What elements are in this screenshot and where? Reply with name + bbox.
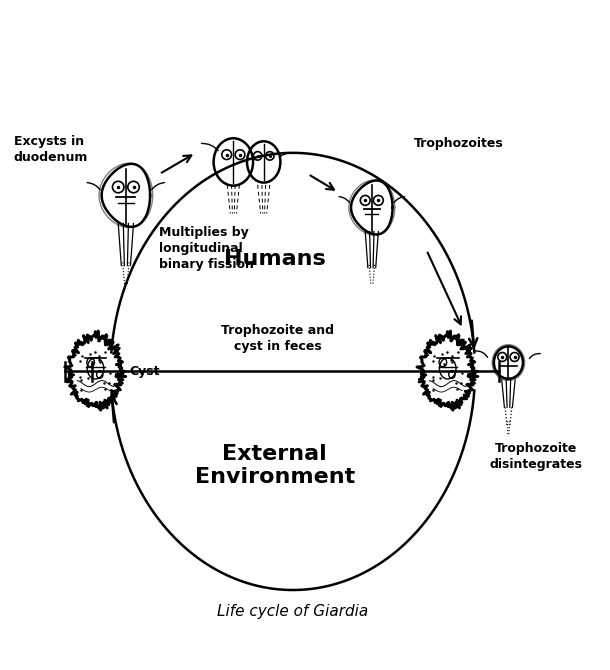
Text: Trophozoite
disintegrates: Trophozoite disintegrates	[489, 442, 582, 471]
Text: Excysts in
duodenum: Excysts in duodenum	[13, 135, 88, 163]
Text: Trophozoite and
cyst in feces: Trophozoite and cyst in feces	[221, 324, 334, 353]
Text: Cyst: Cyst	[129, 365, 159, 378]
Text: Humans: Humans	[224, 249, 326, 269]
Text: Multiplies by
longitudinal
binary fission: Multiplies by longitudinal binary fissio…	[159, 226, 254, 271]
Text: Trophozoites: Trophozoites	[414, 137, 504, 150]
Text: External
Environment: External Environment	[195, 444, 355, 487]
Text: Life cycle of Giardia: Life cycle of Giardia	[217, 604, 368, 619]
